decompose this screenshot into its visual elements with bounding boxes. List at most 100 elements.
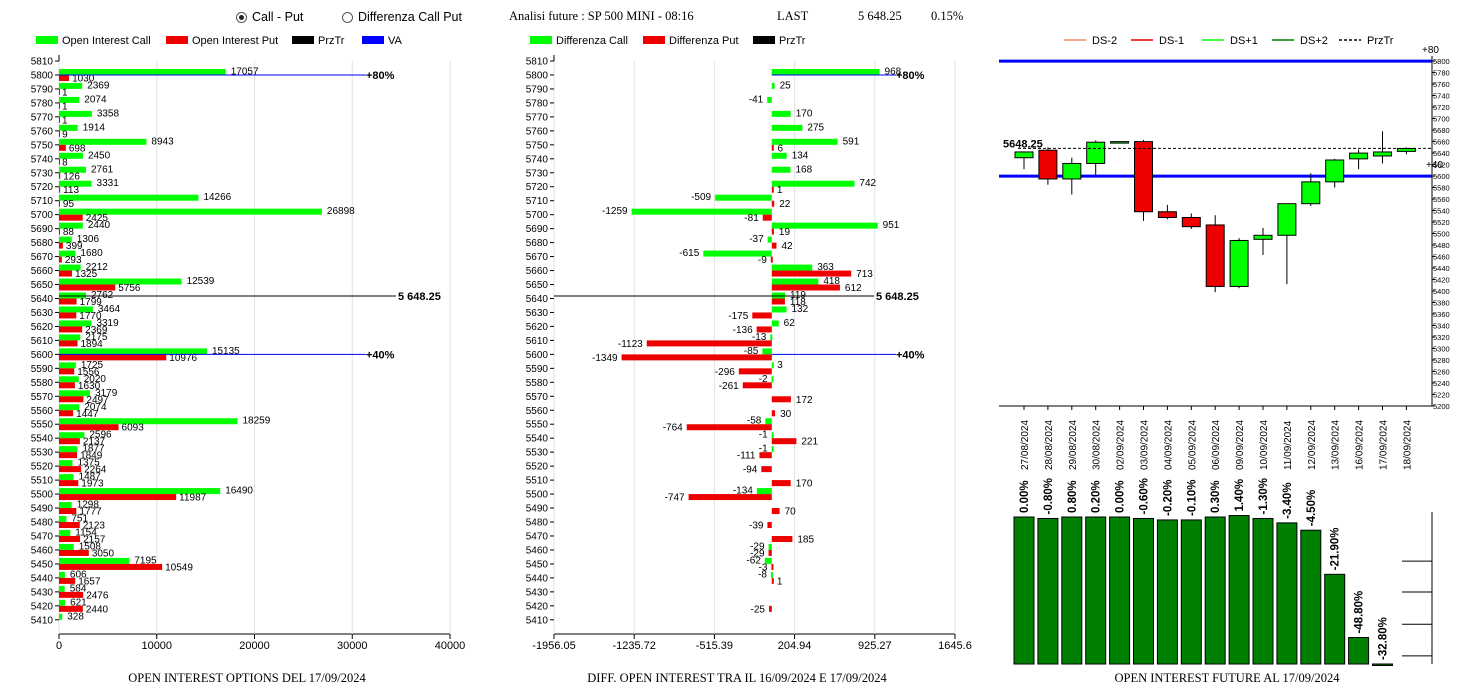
panel4-bar-label: 1.40% bbox=[1234, 479, 1246, 512]
panel2-put-value: -764 bbox=[663, 423, 683, 434]
panel1-put-value: 1447 bbox=[76, 409, 99, 420]
panel2-y-tick-label: 5650 bbox=[526, 280, 549, 291]
panel1-put-bar bbox=[59, 172, 61, 179]
panel4-bar bbox=[1324, 573, 1346, 665]
panel2-put-value: -39 bbox=[749, 521, 764, 532]
panel1-y-tick-label: 5460 bbox=[31, 545, 54, 556]
panel2-put-value: 713 bbox=[856, 269, 873, 280]
panel1-put-value: 2264 bbox=[84, 465, 107, 476]
panel1-y-tick-label: 5590 bbox=[31, 364, 54, 375]
radio-differenza-label: Differenza Call Put bbox=[358, 10, 462, 24]
panel2-put-bar bbox=[771, 144, 774, 151]
panel3-date-label: 18/09/2024 bbox=[1402, 420, 1413, 470]
panel1-put-bar bbox=[59, 88, 60, 95]
panel2-put-bar bbox=[761, 466, 772, 473]
panel1-put-value: 2440 bbox=[86, 604, 109, 615]
panel4-bar-label: -32.80% bbox=[1378, 617, 1390, 660]
panel3-date-label: 09/09/2024 bbox=[1235, 420, 1246, 470]
panel1-legend-swatch bbox=[166, 36, 188, 44]
panel2-call-value: 968 bbox=[885, 66, 902, 77]
panel1-put-value: 1 bbox=[62, 115, 68, 126]
panel2-call-value: -8 bbox=[758, 569, 767, 580]
panel2-put-value: 42 bbox=[781, 241, 793, 252]
panel3-date-label: 28/08/2024 bbox=[1044, 420, 1055, 470]
panel4-bar bbox=[1085, 516, 1107, 665]
panel2-put-bar bbox=[771, 563, 774, 570]
radio-selected-icon[interactable] bbox=[236, 11, 247, 23]
panel2-call-bar bbox=[756, 488, 772, 495]
panel2-put-bar bbox=[771, 396, 791, 403]
panel2-y-tick-label: 5490 bbox=[526, 504, 549, 515]
panel1-y-tick-label: 5440 bbox=[31, 573, 54, 584]
panel2-y-tick-label: 5460 bbox=[526, 545, 549, 556]
panel1-put-value: 9 bbox=[62, 129, 68, 140]
panel4-bar-label: -21.90% bbox=[1330, 527, 1342, 570]
panel2-y-tick-label: 5580 bbox=[526, 378, 549, 389]
panel3-candle-body bbox=[1396, 148, 1416, 152]
panel3-legend-label: PrzTr bbox=[1367, 35, 1394, 47]
panel3-candle-body bbox=[1062, 162, 1082, 180]
panel4-bar bbox=[1133, 517, 1154, 665]
panel3-va-label: +80 bbox=[1422, 45, 1439, 56]
panel2-price-label: 5 648.25 bbox=[876, 291, 919, 303]
panel1-call-value: 2175 bbox=[85, 332, 108, 343]
panel1-put-bar bbox=[59, 242, 63, 249]
panel3-y-tick-label: 5480 bbox=[1433, 241, 1450, 250]
panel1-put-value: 1657 bbox=[78, 576, 101, 587]
panel2-put-bar bbox=[771, 200, 775, 207]
panel1-call-bar bbox=[59, 557, 130, 564]
panel1-call-value: 3358 bbox=[97, 108, 120, 119]
panel4-bar-label: -0.10% bbox=[1186, 480, 1198, 516]
panel3-y-tick-label: 5340 bbox=[1433, 322, 1450, 331]
panel4-bar bbox=[1348, 637, 1370, 665]
panel2-put-bar bbox=[771, 535, 793, 542]
panel1-call-value: 17057 bbox=[231, 66, 259, 77]
panel2-call-value: 62 bbox=[784, 318, 796, 329]
panel1-put-bar bbox=[59, 368, 75, 375]
panel1-y-tick-label: 5720 bbox=[31, 182, 54, 193]
panel3-y-tick-label: 5760 bbox=[1433, 80, 1450, 89]
panel2-y-tick-label: 5410 bbox=[526, 615, 549, 626]
panel2-call-value: 591 bbox=[843, 136, 860, 147]
panel1-x-tick-label: 0 bbox=[56, 640, 62, 652]
radio-empty-icon[interactable] bbox=[342, 11, 353, 23]
radio-differenza[interactable]: Differenza Call Put bbox=[342, 10, 462, 24]
panel1-legend-swatch bbox=[292, 36, 314, 44]
panel3-legend-label: DS-1 bbox=[1159, 35, 1184, 47]
panel1-put-value: 399 bbox=[66, 241, 83, 252]
panel2-y-tick-label: 5610 bbox=[526, 336, 549, 347]
panel2-y-tick-label: 5710 bbox=[526, 196, 549, 207]
panel1-x-tick-label: 30000 bbox=[337, 640, 368, 652]
panel1-y-tick-label: 5770 bbox=[31, 112, 54, 123]
panel2-put-value: 30 bbox=[780, 409, 792, 420]
panel1-call-value: 1877 bbox=[82, 444, 105, 455]
panel2-call-bar bbox=[771, 432, 774, 439]
panel2-put-bar bbox=[768, 605, 772, 612]
panel3-date-label: 29/08/2024 bbox=[1068, 420, 1079, 470]
panel4-bar-label: -1.30% bbox=[1258, 478, 1270, 514]
panel3-candle-body bbox=[1134, 141, 1153, 213]
panel2-put-value: -747 bbox=[665, 493, 685, 504]
panel1-put-value: 1973 bbox=[81, 479, 104, 490]
panel1-call-bar bbox=[59, 362, 76, 369]
panel3-candle-body bbox=[1253, 234, 1273, 240]
panel1-y-tick-label: 5780 bbox=[31, 98, 54, 109]
panel1-put-bar bbox=[59, 312, 77, 319]
panel2-put-bar bbox=[771, 480, 791, 487]
panel1-y-tick-label: 5740 bbox=[31, 154, 54, 165]
panel4-bar-label: 0.00% bbox=[1115, 480, 1127, 513]
panel2-call-bar bbox=[771, 278, 819, 285]
panel2-x-tick-label: -1956.05 bbox=[532, 640, 575, 652]
panel2-put-value: 221 bbox=[801, 437, 818, 448]
panel3-y-tick-label: 5200 bbox=[1433, 402, 1450, 411]
panel1-put-value: 10549 bbox=[165, 562, 193, 573]
panel2-put-bar bbox=[752, 312, 772, 319]
panel1-put-bar bbox=[59, 410, 74, 417]
panel2-call-bar bbox=[771, 138, 838, 145]
radio-call-put[interactable]: Call - Put bbox=[236, 10, 303, 24]
panel3-candle-body bbox=[1181, 216, 1201, 228]
panel4-bar-label: 0.20% bbox=[1091, 480, 1103, 513]
analysis-label: Analisi future : SP 500 MINI - 08:16 bbox=[509, 9, 694, 23]
panel2-y-tick-label: 5540 bbox=[526, 434, 549, 445]
panel1-put-value: 5756 bbox=[118, 283, 141, 294]
